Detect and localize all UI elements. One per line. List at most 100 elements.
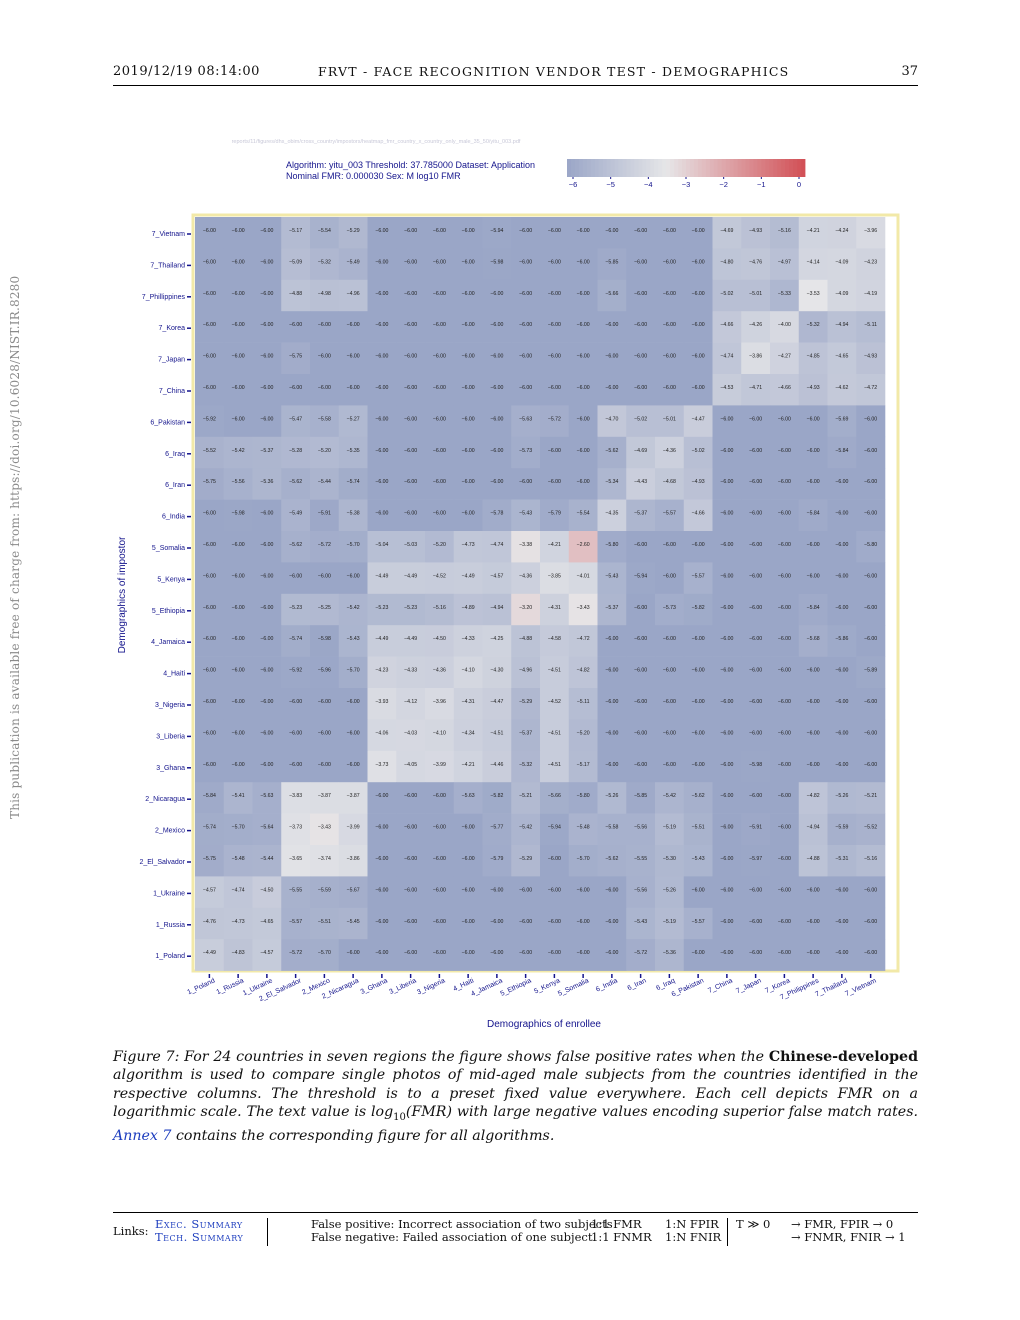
- cell-value-label: −6.00: [577, 354, 590, 360]
- heatmap-cell: [856, 719, 886, 752]
- cell-value-label: −6.00: [720, 762, 733, 768]
- cell-value-label: −6.00: [634, 636, 647, 642]
- heatmap-cell: [482, 656, 512, 689]
- colorbar-segment: [630, 159, 635, 177]
- heatmap-cell: [367, 562, 397, 595]
- heatmap-cell: [798, 217, 828, 249]
- heatmap-cell: [798, 719, 828, 752]
- cell-value-label: −6.00: [720, 416, 733, 422]
- heatmap-cell: [741, 750, 771, 783]
- cell-value-label: −6.00: [490, 950, 503, 956]
- cell-value-label: −6.00: [260, 228, 273, 234]
- heatmap-cell: [453, 876, 483, 909]
- x-tick-label: 7_Japan: [735, 977, 762, 995]
- heatmap-cell: [540, 562, 570, 595]
- cell-value-label: −5.85: [605, 259, 618, 265]
- cell-value-label: −5.47: [289, 416, 302, 422]
- cell-value-label: −5.80: [605, 542, 618, 548]
- colorbar-segment: [709, 159, 715, 177]
- heatmap-cell: [597, 405, 627, 438]
- heatmap-cell: [540, 625, 570, 657]
- cell-value-label: −5.55: [634, 856, 647, 862]
- cell-value-label: −3.87: [318, 793, 331, 799]
- cell-value-label: −5.42: [347, 605, 360, 611]
- heatmap-cell: [367, 939, 397, 971]
- heatmap-cell: [453, 845, 483, 877]
- exec-summary-link[interactable]: Exec. Summary: [155, 1217, 243, 1231]
- y-tick-label: 1_Poland: [155, 953, 185, 960]
- heatmap-cell: [568, 436, 598, 469]
- cell-value-label: −6.00: [807, 699, 820, 705]
- heatmap-cell: [712, 531, 742, 563]
- heatmap-cell: [338, 311, 368, 343]
- cell-value-label: −6.00: [548, 322, 561, 328]
- heatmap-cell: [827, 688, 857, 720]
- heatmap-cell: [540, 593, 570, 626]
- cell-value-label: −6.00: [807, 416, 820, 422]
- cell-value-label: −6.00: [749, 668, 762, 674]
- cell-value-label: −2.60: [577, 542, 590, 548]
- heatmap-cell: [741, 217, 771, 249]
- heatmap-cell: [281, 217, 311, 249]
- heatmap-cell: [856, 876, 886, 909]
- heatmap-cell: [453, 217, 483, 249]
- heatmap-cell: [568, 813, 598, 846]
- heatmap-cell: [223, 656, 253, 689]
- heatmap-cell: [655, 876, 685, 909]
- cell-value-label: −6.00: [720, 668, 733, 674]
- cell-value-label: −3.73: [289, 825, 302, 831]
- heatmap-cell: [540, 750, 570, 783]
- heatmap-cell: [798, 876, 828, 909]
- heatmap-cell: [310, 436, 340, 469]
- cell-value-label: −6.00: [577, 385, 590, 391]
- heatmap-cell: [597, 468, 627, 500]
- cell-value-label: −6.00: [778, 636, 791, 642]
- cell-value-label: −6.00: [289, 322, 302, 328]
- heatmap-cell: [511, 907, 541, 940]
- cell-value-label: −5.55: [289, 887, 302, 893]
- cell-value-label: −6.00: [433, 825, 446, 831]
- cell-value-label: −5.63: [462, 793, 475, 799]
- colorbar-segment: [741, 159, 746, 177]
- heatmap-cell: [396, 248, 426, 281]
- cell-value-label: −5.04: [375, 542, 388, 548]
- tech-summary-link[interactable]: Tech. Summary: [155, 1230, 244, 1244]
- heatmap-cell: [741, 499, 771, 532]
- colorbar-segment: [725, 159, 731, 177]
- cell-value-label: −4.31: [548, 605, 561, 611]
- heatmap-cell: [626, 876, 656, 909]
- footer-links: Exec. Summary Tech. Summary: [155, 1218, 268, 1246]
- cell-value-label: −6.00: [720, 448, 733, 454]
- heatmap-cell: [396, 342, 426, 375]
- heatmap-cell: [655, 845, 685, 877]
- cell-value-label: −3.99: [347, 825, 360, 831]
- cell-value-label: −6.00: [778, 416, 791, 422]
- cell-value-label: −5.17: [577, 762, 590, 768]
- cell-value-label: −6.00: [778, 950, 791, 956]
- heatmap-cell: [827, 876, 857, 909]
- heatmap-cell: [856, 656, 886, 689]
- heatmap-cell: [482, 279, 512, 312]
- cell-value-label: −4.57: [260, 950, 273, 956]
- cell-value-label: −6.00: [634, 699, 647, 705]
- heatmap-cell: [798, 499, 828, 532]
- heatmap-cell: [626, 499, 656, 532]
- heatmap-cell: [770, 374, 800, 406]
- colorbar-tick-label: −1: [757, 180, 766, 189]
- cell-value-label: −5.75: [203, 856, 216, 862]
- heatmap-cell: [856, 688, 886, 720]
- cell-value-label: −6.00: [404, 793, 417, 799]
- heatmap-cell: [338, 656, 368, 689]
- cell-value-label: −6.00: [203, 730, 216, 736]
- cell-value-label: −6.00: [462, 228, 475, 234]
- cell-value-label: −6.00: [260, 668, 273, 674]
- cell-value-label: −5.92: [203, 416, 216, 422]
- heatmap-cell: [223, 499, 253, 532]
- cell-value-label: −6.00: [519, 259, 532, 265]
- heatmap-cell: [856, 279, 886, 312]
- heatmap-cell: [770, 217, 800, 249]
- heatmap-cell: [367, 625, 397, 657]
- cell-value-label: −6.00: [519, 479, 532, 485]
- annex-link[interactable]: Annex 7: [113, 1128, 172, 1145]
- heatmap-cell: [540, 845, 570, 877]
